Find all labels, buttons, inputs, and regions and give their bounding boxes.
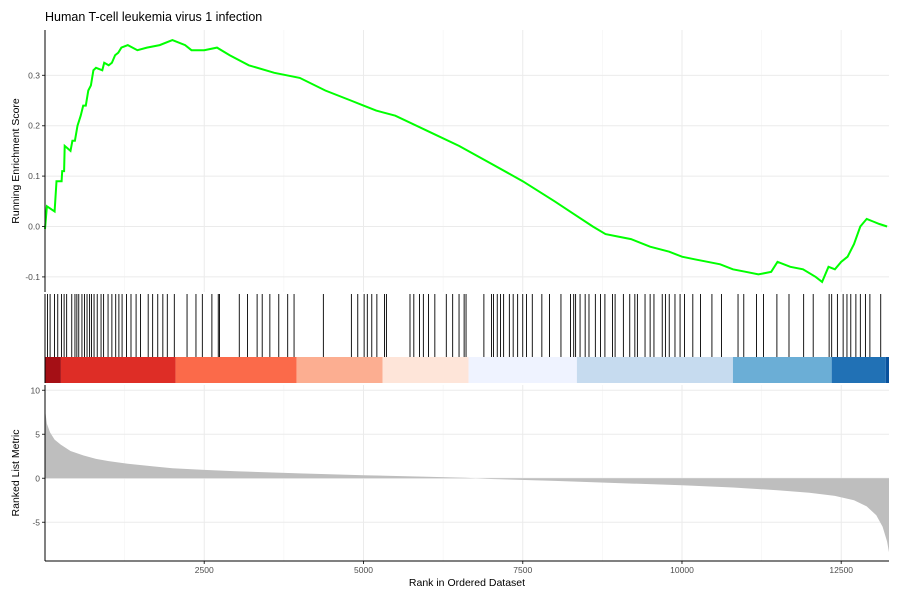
metric-y-ticks: -5 0 5 10: [31, 385, 45, 527]
es-y-tick-label: -0.1: [25, 272, 40, 282]
color-bar-segment: [885, 357, 889, 383]
color-bar-segment: [382, 357, 469, 383]
color-bar-segment: [468, 357, 577, 383]
metric-x-axis-title: Rank in Ordered Dataset: [409, 577, 525, 589]
metric-x-tick-label: 12500: [829, 565, 853, 575]
color-bar-segment: [732, 357, 832, 383]
metric-x-ticks: 2500 5000 7500 10000 12500: [195, 561, 853, 575]
metric-y-tick-label: -5: [32, 517, 40, 527]
color-bar-segment: [296, 357, 383, 383]
metric-y-tick-label: 0: [35, 473, 40, 483]
metric-x-tick-label: 2500: [195, 565, 214, 575]
color-bar-segment: [45, 357, 61, 383]
color-bar-segment: [576, 357, 733, 383]
es-y-axis-title: Running Enrichment Score: [10, 98, 22, 224]
es-y-tick-label: 0.2: [28, 121, 40, 131]
enrichment-score-panel: -0.1 0.0 0.1 0.2 0.3 Running Enrichment Scor…: [10, 30, 889, 292]
metric-x-tick-label: 5000: [354, 565, 373, 575]
metric-x-tick-label: 7500: [513, 565, 532, 575]
color-bar-segment: [175, 357, 297, 383]
rank-color-bar: [45, 357, 889, 383]
color-bar-segment: [831, 357, 886, 383]
gene-hit-lines: [44, 294, 882, 357]
metric-y-axis-title: Ranked List Metric: [10, 430, 22, 517]
color-bar-segment: [60, 357, 176, 383]
es-y-ticks: -0.1 0.0 0.1 0.2 0.3: [25, 70, 45, 282]
es-y-tick-label: 0.3: [28, 70, 40, 80]
es-y-tick-label: 0.1: [28, 171, 40, 181]
es-y-tick-label: 0.0: [28, 222, 40, 232]
ranked-metric-panel: -5 0 5 10 2500 5000 7500 10000 12500 Ranked Lis…: [10, 385, 889, 589]
es-grid: [45, 30, 889, 292]
gene-hits-panel: [44, 294, 889, 383]
metric-y-tick-label: 5: [35, 429, 40, 439]
metric-y-tick-label: 10: [31, 385, 41, 395]
ranked-metric-area: [45, 409, 889, 553]
running-enrichment-line: [44, 39, 888, 284]
metric-x-tick-label: 10000: [670, 565, 694, 575]
chart-title: Human T-cell leukemia virus 1 infection: [45, 10, 262, 24]
